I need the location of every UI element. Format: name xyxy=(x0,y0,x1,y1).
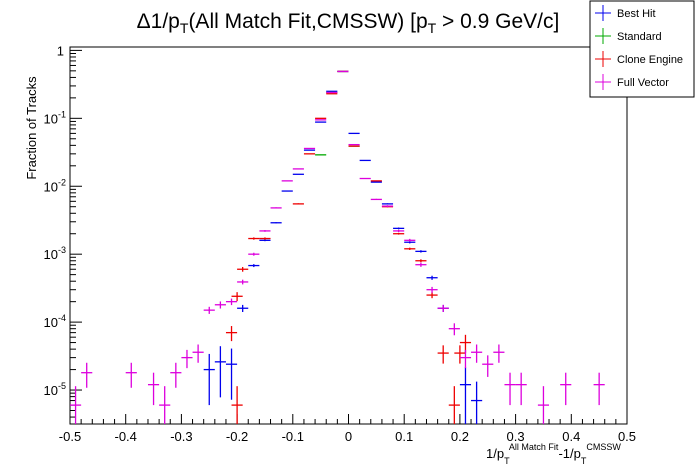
legend-entry-standard: Standard xyxy=(595,28,662,44)
data-point xyxy=(248,252,260,256)
data-point xyxy=(370,198,382,201)
x-tick-label: 0.1 xyxy=(395,429,413,444)
data-point xyxy=(192,344,204,363)
data-point xyxy=(259,237,271,240)
data-point xyxy=(471,381,483,424)
legend: Best Hit Standard Clone Engine Full Vect… xyxy=(589,0,695,98)
x-tick-label: 0 xyxy=(345,429,352,444)
data-point xyxy=(415,250,427,253)
data-point xyxy=(159,386,171,424)
data-point xyxy=(448,323,460,336)
y-tick-label: 10-5 xyxy=(44,381,66,398)
x-tick-label: -0.4 xyxy=(114,429,136,444)
data-point xyxy=(393,229,405,233)
data-point xyxy=(231,386,243,424)
legend-entry-clone-engine: Clone Engine xyxy=(595,51,683,67)
x-tick-label: -0.1 xyxy=(282,429,304,444)
data-marks xyxy=(70,70,605,424)
svg-text:Clone Engine: Clone Engine xyxy=(617,54,683,66)
svg-text:Best Hit: Best Hit xyxy=(617,8,656,20)
data-point xyxy=(404,247,416,251)
x-tick-label: 0.3 xyxy=(507,429,525,444)
data-point xyxy=(81,362,93,388)
data-point xyxy=(225,298,238,306)
data-point xyxy=(415,259,427,263)
data-point xyxy=(504,372,516,406)
axes: -0.5 -0.4 -0.3 -0.2 -0.1 0 0.1 0.2 0.3 0.4 0.5 1 10-… xyxy=(44,43,637,444)
x-tick-label: 0.2 xyxy=(451,429,469,444)
data-point xyxy=(448,386,460,424)
y-tick-label: 1 xyxy=(57,43,64,58)
data-point xyxy=(471,344,483,363)
data-point xyxy=(454,345,466,364)
data-point xyxy=(203,306,215,314)
data-point xyxy=(437,345,449,364)
data-point xyxy=(270,207,282,209)
data-point xyxy=(426,286,438,293)
x-tick-label: 0.5 xyxy=(618,429,636,444)
data-point xyxy=(203,353,215,406)
y-tick-label: 10-2 xyxy=(44,177,66,194)
data-point xyxy=(560,372,572,406)
data-point xyxy=(225,326,238,342)
data-point xyxy=(259,230,271,232)
plot-frame xyxy=(69,46,628,425)
data-point xyxy=(181,349,193,369)
x-tick-label: -0.3 xyxy=(170,429,192,444)
data-point xyxy=(415,262,427,267)
data-point xyxy=(292,203,304,205)
data-point xyxy=(259,239,271,242)
x-tick-label: -0.2 xyxy=(226,429,248,444)
legend-entry-full-vector: Full Vector xyxy=(595,74,669,90)
legend-box xyxy=(589,0,695,98)
data-point xyxy=(404,238,416,242)
data-point xyxy=(426,292,438,299)
data-point xyxy=(214,301,226,309)
data-point xyxy=(248,237,260,240)
y-axis-label: Fraction of Tracks xyxy=(24,76,39,180)
data-point xyxy=(125,362,137,388)
data-point xyxy=(593,372,605,406)
data-point xyxy=(426,275,438,280)
data-point xyxy=(214,346,226,398)
series-standard xyxy=(315,70,360,156)
data-point xyxy=(237,304,249,313)
svg-text:Full Vector: Full Vector xyxy=(617,77,669,89)
data-point xyxy=(270,222,282,224)
data-point xyxy=(393,227,405,230)
data-point xyxy=(225,348,238,400)
data-point xyxy=(237,279,249,285)
data-point xyxy=(537,386,550,424)
data-point xyxy=(147,372,160,406)
data-point xyxy=(459,349,472,369)
data-point xyxy=(381,205,394,208)
chart-title: Δ1/pT(All Match Fit,CMSSW) [pT > 0.9 GeV… xyxy=(137,10,560,36)
data-point xyxy=(493,344,505,363)
data-point xyxy=(459,367,472,424)
y-tick-label: 10-4 xyxy=(44,313,66,330)
series-best-hit xyxy=(203,70,483,424)
data-point xyxy=(393,232,405,235)
data-point xyxy=(248,264,260,268)
data-point xyxy=(482,355,494,377)
x-tick-label: -0.5 xyxy=(59,429,81,444)
series-full-vector xyxy=(70,70,605,424)
series-clone-engine xyxy=(225,70,472,424)
y-tick-label: 10-1 xyxy=(44,109,66,126)
data-point xyxy=(70,386,82,424)
legend-entry-best-hit: Best Hit xyxy=(595,5,656,21)
x-tick-label: 0.4 xyxy=(562,429,580,444)
y-tick-label: 10-3 xyxy=(44,245,66,262)
x-axis-label: 1/pTAll Match Fit-1/pTCMSSW xyxy=(486,442,621,466)
data-point xyxy=(170,362,182,388)
svg-text:Standard: Standard xyxy=(617,31,662,43)
data-point xyxy=(237,266,249,272)
data-point xyxy=(437,304,449,313)
data-point xyxy=(515,372,527,406)
data-point xyxy=(231,292,243,302)
data-point xyxy=(381,203,394,205)
